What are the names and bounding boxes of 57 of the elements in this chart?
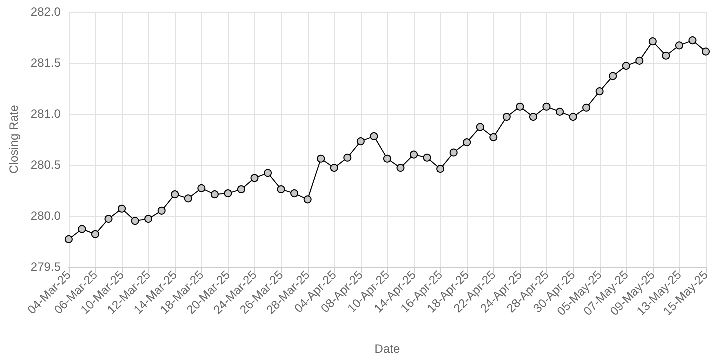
point	[210, 190, 219, 199]
point	[622, 62, 630, 70]
point	[556, 108, 564, 116]
point	[78, 225, 86, 234]
point	[542, 102, 551, 111]
point	[662, 52, 670, 60]
x-axis-title: Date	[374, 342, 400, 356]
point	[370, 132, 378, 140]
point	[184, 194, 192, 203]
y-tick-label: 279.5	[30, 260, 62, 274]
point	[277, 185, 286, 194]
point	[529, 113, 538, 122]
point	[410, 150, 418, 159]
point	[118, 204, 126, 213]
point	[516, 102, 524, 111]
point	[383, 154, 392, 163]
point	[317, 154, 326, 163]
y-tick-label: 280.5	[30, 158, 62, 172]
point	[64, 235, 73, 244]
point	[158, 206, 166, 215]
point	[688, 36, 697, 45]
point	[636, 56, 644, 65]
point	[171, 190, 180, 199]
point	[198, 184, 206, 192]
point	[144, 215, 153, 224]
point	[450, 148, 458, 157]
point	[502, 113, 511, 122]
y-tick-label: 281.5	[30, 56, 62, 70]
point	[476, 123, 484, 132]
y-tick-label: 280.0	[30, 209, 62, 223]
y-axis-title: Closing Rate	[7, 104, 21, 174]
point	[250, 174, 259, 182]
point	[131, 217, 140, 226]
point	[304, 196, 312, 204]
point	[582, 104, 591, 112]
point	[237, 185, 246, 194]
point	[569, 113, 578, 122]
y-tick-label: 282.0	[30, 5, 62, 19]
point	[290, 190, 299, 198]
point	[490, 133, 498, 142]
point	[330, 164, 338, 172]
point	[396, 164, 405, 172]
point	[344, 154, 352, 162]
point	[91, 230, 100, 238]
point	[648, 38, 657, 46]
point	[609, 72, 618, 80]
y-tick-label: 281.0	[30, 107, 62, 121]
point	[224, 190, 232, 198]
point	[423, 154, 432, 162]
point	[356, 138, 365, 146]
point	[596, 88, 604, 96]
point	[702, 48, 710, 56]
point	[264, 169, 272, 178]
point	[104, 215, 113, 224]
point	[463, 138, 472, 147]
point	[436, 165, 445, 174]
point	[675, 42, 684, 50]
